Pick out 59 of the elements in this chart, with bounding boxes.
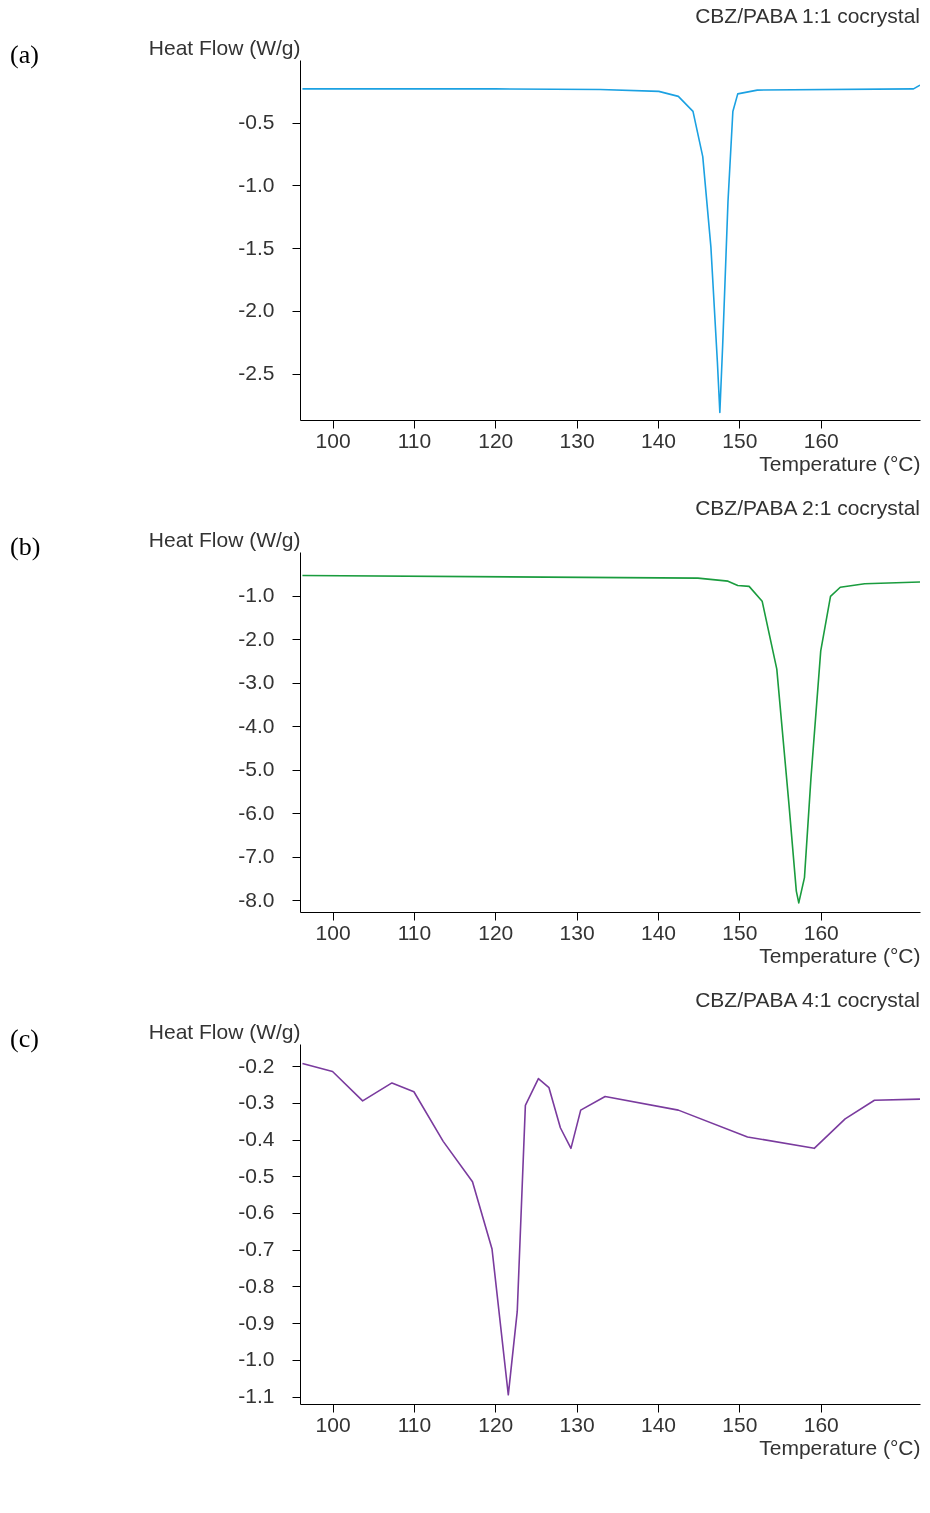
line-series: [301, 1062, 920, 1396]
y-tick-label: -8.0: [238, 887, 275, 911]
y-tick-label: -0.5: [238, 1163, 275, 1187]
line-series: [301, 84, 920, 414]
y-tick-label: -1.0: [238, 583, 275, 607]
y-axis-title: Heat Flow (W/g): [148, 1019, 301, 1043]
y-tick-label: -0.5: [238, 110, 275, 134]
x-axis-title: Temperature (°C): [759, 451, 921, 475]
x-tick-label: 110: [397, 920, 432, 944]
y-tick-label: -4.0: [238, 713, 275, 737]
y-tick-label: -0.7: [238, 1237, 275, 1261]
y-tick-label: -0.8: [238, 1273, 275, 1297]
y-tick-label: -6.0: [238, 800, 275, 824]
x-tick-label: 160: [803, 428, 839, 452]
x-tick-label: 150: [722, 1412, 758, 1436]
y-tick-label: -0.3: [238, 1090, 275, 1114]
x-tick-label: 160: [803, 1412, 839, 1436]
x-tick-label: 140: [640, 428, 677, 452]
x-tick-label: 120: [478, 428, 514, 452]
x-tick-label: 110: [397, 428, 432, 452]
y-tick-label: -2.5: [238, 361, 275, 385]
x-tick-label: 150: [722, 428, 758, 452]
y-axis-title: Heat Flow (W/g): [148, 35, 301, 59]
chart-title: CBZ/PABA 1:1 cocrystal: [695, 4, 920, 27]
y-tick-label: -1.0: [238, 1347, 275, 1371]
x-tick-label: 160: [803, 920, 839, 944]
y-tick-label: -2.0: [238, 298, 275, 322]
x-tick-label: 110: [397, 1412, 432, 1436]
y-tick-label: -3.0: [238, 670, 275, 694]
y-tick-label: -1.0: [238, 172, 275, 196]
x-tick-label: 140: [640, 920, 677, 944]
x-tick-label: 120: [478, 920, 514, 944]
y-tick-label: -0.6: [238, 1200, 275, 1224]
x-tick-label: 100: [315, 428, 351, 452]
y-tick-label: -5.0: [238, 757, 275, 781]
chart-title: CBZ/PABA 4:1 cocrystal: [695, 988, 920, 1011]
text: (c): [10, 1024, 39, 1053]
x-tick-label: 130: [559, 1412, 595, 1436]
text: (a): [10, 40, 39, 69]
x-tick-label: 130: [559, 920, 595, 944]
y-tick-label: -0.4: [238, 1127, 275, 1151]
y-tick-label: -2.0: [238, 626, 275, 650]
x-tick-label: 140: [640, 1412, 677, 1436]
y-axis-title: Heat Flow (W/g): [148, 527, 301, 551]
x-tick-label: 120: [478, 1412, 514, 1436]
x-tick-label: 100: [315, 1412, 351, 1436]
y-tick-label: -0.9: [238, 1310, 275, 1334]
x-tick-label: 150: [722, 920, 758, 944]
y-tick-label: -7.0: [238, 844, 275, 868]
y-tick-label: -1.1: [238, 1384, 275, 1408]
x-tick-label: 100: [315, 920, 351, 944]
text: (b): [10, 532, 41, 561]
x-axis-title: Temperature (°C): [759, 1435, 921, 1459]
line-series: [301, 574, 920, 904]
x-axis-title: Temperature (°C): [759, 943, 921, 967]
y-tick-label: -1.5: [238, 235, 275, 259]
x-tick-label: 130: [559, 428, 595, 452]
chart-title: CBZ/PABA 2:1 cocrystal: [695, 496, 920, 519]
y-tick-label: -0.2: [238, 1053, 275, 1077]
